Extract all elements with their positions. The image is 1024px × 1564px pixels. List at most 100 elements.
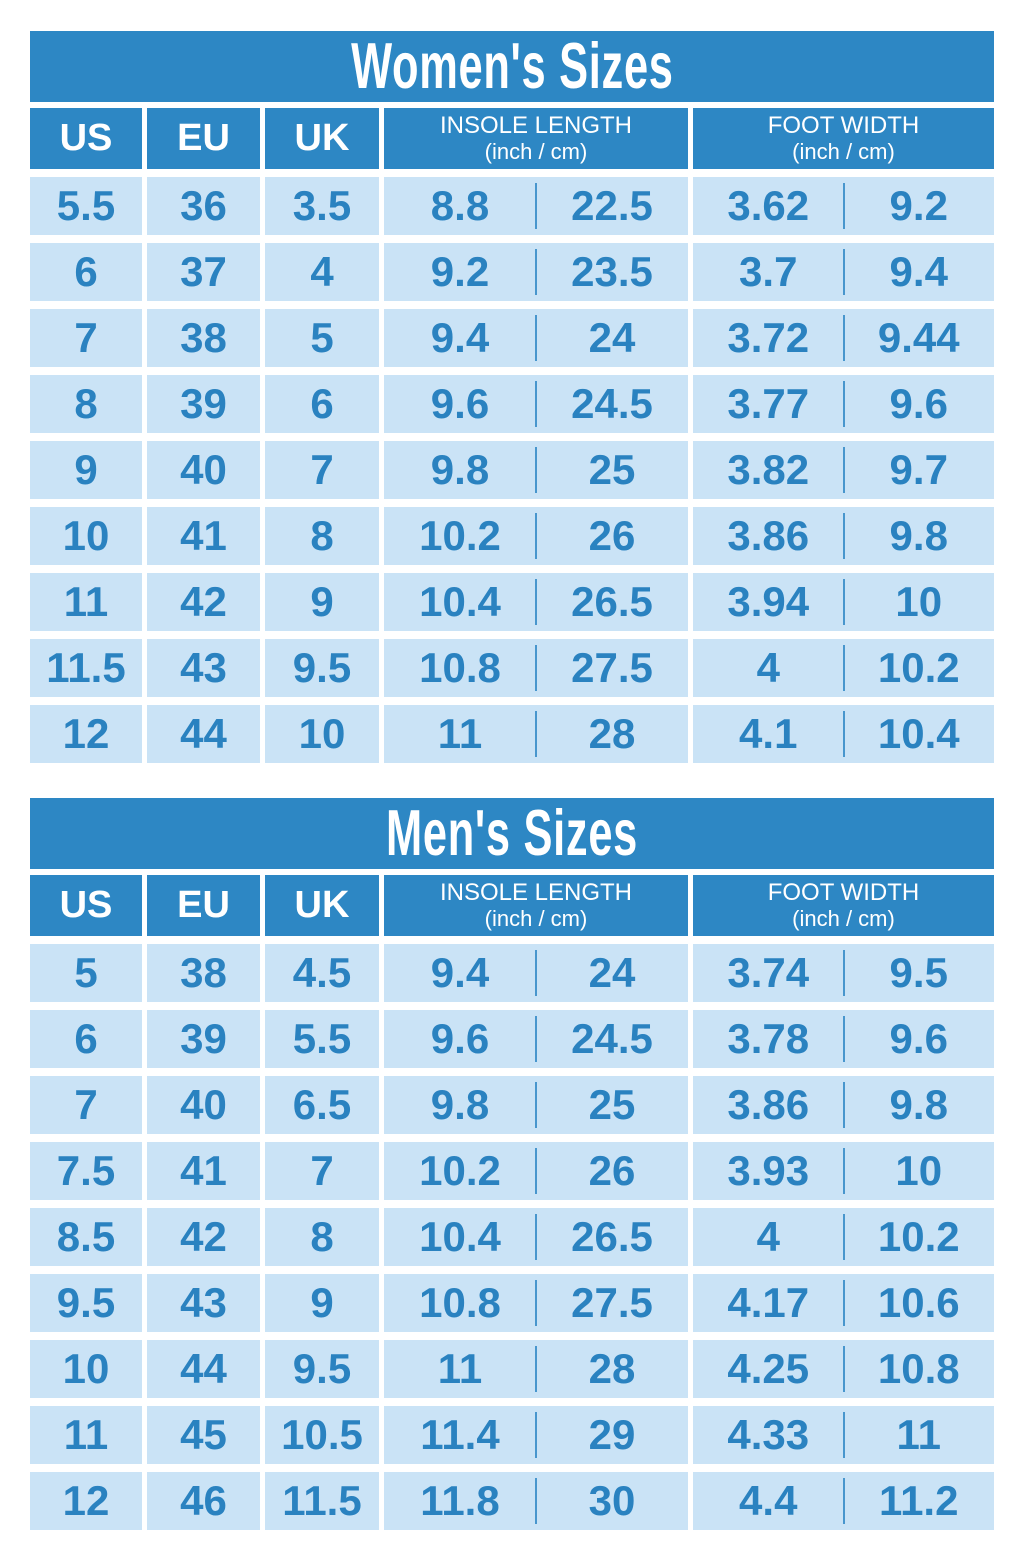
insole-length-cell: 10.2 26 xyxy=(384,507,688,565)
foot-width-cell: 3.93 10 xyxy=(693,1142,994,1200)
eu-size-value: 45 xyxy=(180,1411,227,1458)
inch-cm-divider xyxy=(842,1082,845,1128)
foot-width-cm-value: 10.4 xyxy=(877,710,960,757)
us-size-value: 8 xyxy=(74,380,98,427)
uk-size-cell: 9 xyxy=(265,1274,379,1332)
us-size-value: 7 xyxy=(74,1081,98,1128)
eu-size-value: 37 xyxy=(180,248,227,295)
size-row: 11 42 9 10.4 26.5 3.94 10 xyxy=(30,573,994,631)
size-row: 12 44 10 11 28 4.1 10.4 xyxy=(30,705,994,763)
foot-width-cell: 3.62 9.2 xyxy=(693,177,994,235)
us-size-value: 9 xyxy=(74,446,98,493)
foot-width-cm-value: 10 xyxy=(895,578,943,625)
foot-width-inch-value: 4 xyxy=(756,644,780,691)
foot-width-cell: 3.86 9.8 xyxy=(693,1076,994,1134)
insole-inch-value: 9.6 xyxy=(430,380,490,427)
us-size-value: 10 xyxy=(62,512,110,559)
insole-cm-value: 27.5 xyxy=(571,644,653,691)
size-row: 7 38 5 9.4 24 3.72 9.44 xyxy=(30,309,994,367)
eu-size-value: 40 xyxy=(180,1081,227,1128)
header-us: US xyxy=(30,108,142,169)
foot-width-cell: 3.78 9.6 xyxy=(693,1010,994,1068)
eu-size-value: 41 xyxy=(180,512,227,559)
foot-width-cm-value: 9.44 xyxy=(877,314,960,361)
foot-width-cell: 4 10.2 xyxy=(693,1208,994,1266)
uk-size-value: 5.5 xyxy=(292,1015,352,1062)
size-row: 6 37 4 9.2 23.5 3.7 9.4 xyxy=(30,243,994,301)
us-size-cell: 6 xyxy=(30,243,142,301)
insole-cm-value: 24 xyxy=(588,314,636,361)
inch-cm-divider xyxy=(842,1214,845,1260)
uk-size-cell: 9 xyxy=(265,573,379,631)
foot-width-inch-value: 4.4 xyxy=(739,1477,798,1524)
us-size-value: 7 xyxy=(74,314,98,361)
us-size-value: 8.5 xyxy=(56,1213,116,1260)
inch-cm-divider xyxy=(842,1346,845,1392)
insole-length-cell: 11 28 xyxy=(384,705,688,763)
foot-width-cell: 4.25 10.8 xyxy=(693,1340,994,1398)
insole-length-cell: 8.8 22.5 xyxy=(384,177,688,235)
foot-width-cell: 4.17 10.6 xyxy=(693,1274,994,1332)
insole-inch-value: 11.8 xyxy=(420,1477,500,1524)
insole-inch-value: 9.4 xyxy=(430,314,490,361)
foot-width-inch-value: 4.17 xyxy=(727,1279,810,1326)
insole-cm-value: 22.5 xyxy=(571,182,653,229)
insole-cm-value: 27.5 xyxy=(571,1279,653,1326)
foot-width-cell: 4.33 11 xyxy=(693,1406,994,1464)
foot-width-cell: 3.94 10 xyxy=(693,573,994,631)
uk-size-cell: 3.5 xyxy=(265,177,379,235)
foot-width-inch-value: 3.78 xyxy=(727,1015,810,1062)
eu-size-cell: 42 xyxy=(147,1208,260,1266)
uk-size-value: 7 xyxy=(310,446,334,493)
inch-cm-divider xyxy=(842,1016,845,1062)
uk-size-cell: 6 xyxy=(265,375,379,433)
foot-width-inch-value: 3.7 xyxy=(739,248,798,295)
inch-cm-divider xyxy=(535,579,537,625)
size-row: 7 40 6.5 9.8 25 3.86 9.8 xyxy=(30,1076,994,1134)
insole-inch-value: 9.4 xyxy=(430,949,490,996)
eu-size-cell: 37 xyxy=(147,243,260,301)
inch-cm-divider xyxy=(842,579,845,625)
eu-size-value: 42 xyxy=(180,1213,227,1260)
us-size-cell: 6 xyxy=(30,1010,142,1068)
inch-cm-divider xyxy=(842,513,845,559)
header-eu: EU xyxy=(147,875,260,936)
uk-size-value: 9.5 xyxy=(292,644,352,691)
foot-width-inch-value: 4.25 xyxy=(727,1345,810,1392)
us-size-cell: 7 xyxy=(30,309,142,367)
insole-cm-value: 24 xyxy=(588,949,636,996)
womens-table-title-bar: Women's Sizes xyxy=(30,31,994,102)
insole-length-cell: 11.8 30 xyxy=(384,1472,688,1530)
uk-size-cell: 5 xyxy=(265,309,379,367)
inch-cm-divider xyxy=(535,513,537,559)
inch-cm-divider xyxy=(535,1016,537,1062)
inch-cm-divider xyxy=(535,711,537,757)
uk-size-value: 9.5 xyxy=(292,1345,352,1392)
us-size-cell: 10 xyxy=(30,1340,142,1398)
us-size-value: 12 xyxy=(62,1477,110,1524)
eu-size-cell: 41 xyxy=(147,507,260,565)
insole-cm-value: 30 xyxy=(588,1477,636,1524)
foot-width-inch-value: 3.62 xyxy=(727,182,810,229)
uk-size-value: 10.5 xyxy=(281,1411,363,1458)
foot-width-unit-label: (inch / cm) xyxy=(792,138,895,164)
foot-width-cm-value: 9.6 xyxy=(889,1015,948,1062)
us-size-cell: 7.5 xyxy=(30,1142,142,1200)
foot-width-cell: 4.1 10.4 xyxy=(693,705,994,763)
uk-size-value: 10 xyxy=(298,710,346,757)
insole-cm-value: 24.5 xyxy=(571,1015,653,1062)
inch-cm-divider xyxy=(535,183,537,229)
uk-size-value: 6 xyxy=(310,380,334,427)
eu-size-value: 38 xyxy=(180,949,227,996)
eu-size-cell: 44 xyxy=(147,705,260,763)
eu-size-cell: 41 xyxy=(147,1142,260,1200)
insole-length-cell: 11 28 xyxy=(384,1340,688,1398)
header-foot-width: FOOT WIDTH (inch / cm) xyxy=(693,108,994,169)
insole-inch-value: 10.4 xyxy=(419,578,501,625)
eu-size-cell: 40 xyxy=(147,441,260,499)
uk-size-value: 11.5 xyxy=(282,1477,362,1524)
uk-size-value: 3.5 xyxy=(292,182,352,229)
eu-size-cell: 36 xyxy=(147,177,260,235)
foot-width-cm-value: 9.8 xyxy=(889,512,948,559)
insole-inch-value: 11 xyxy=(437,1345,483,1392)
